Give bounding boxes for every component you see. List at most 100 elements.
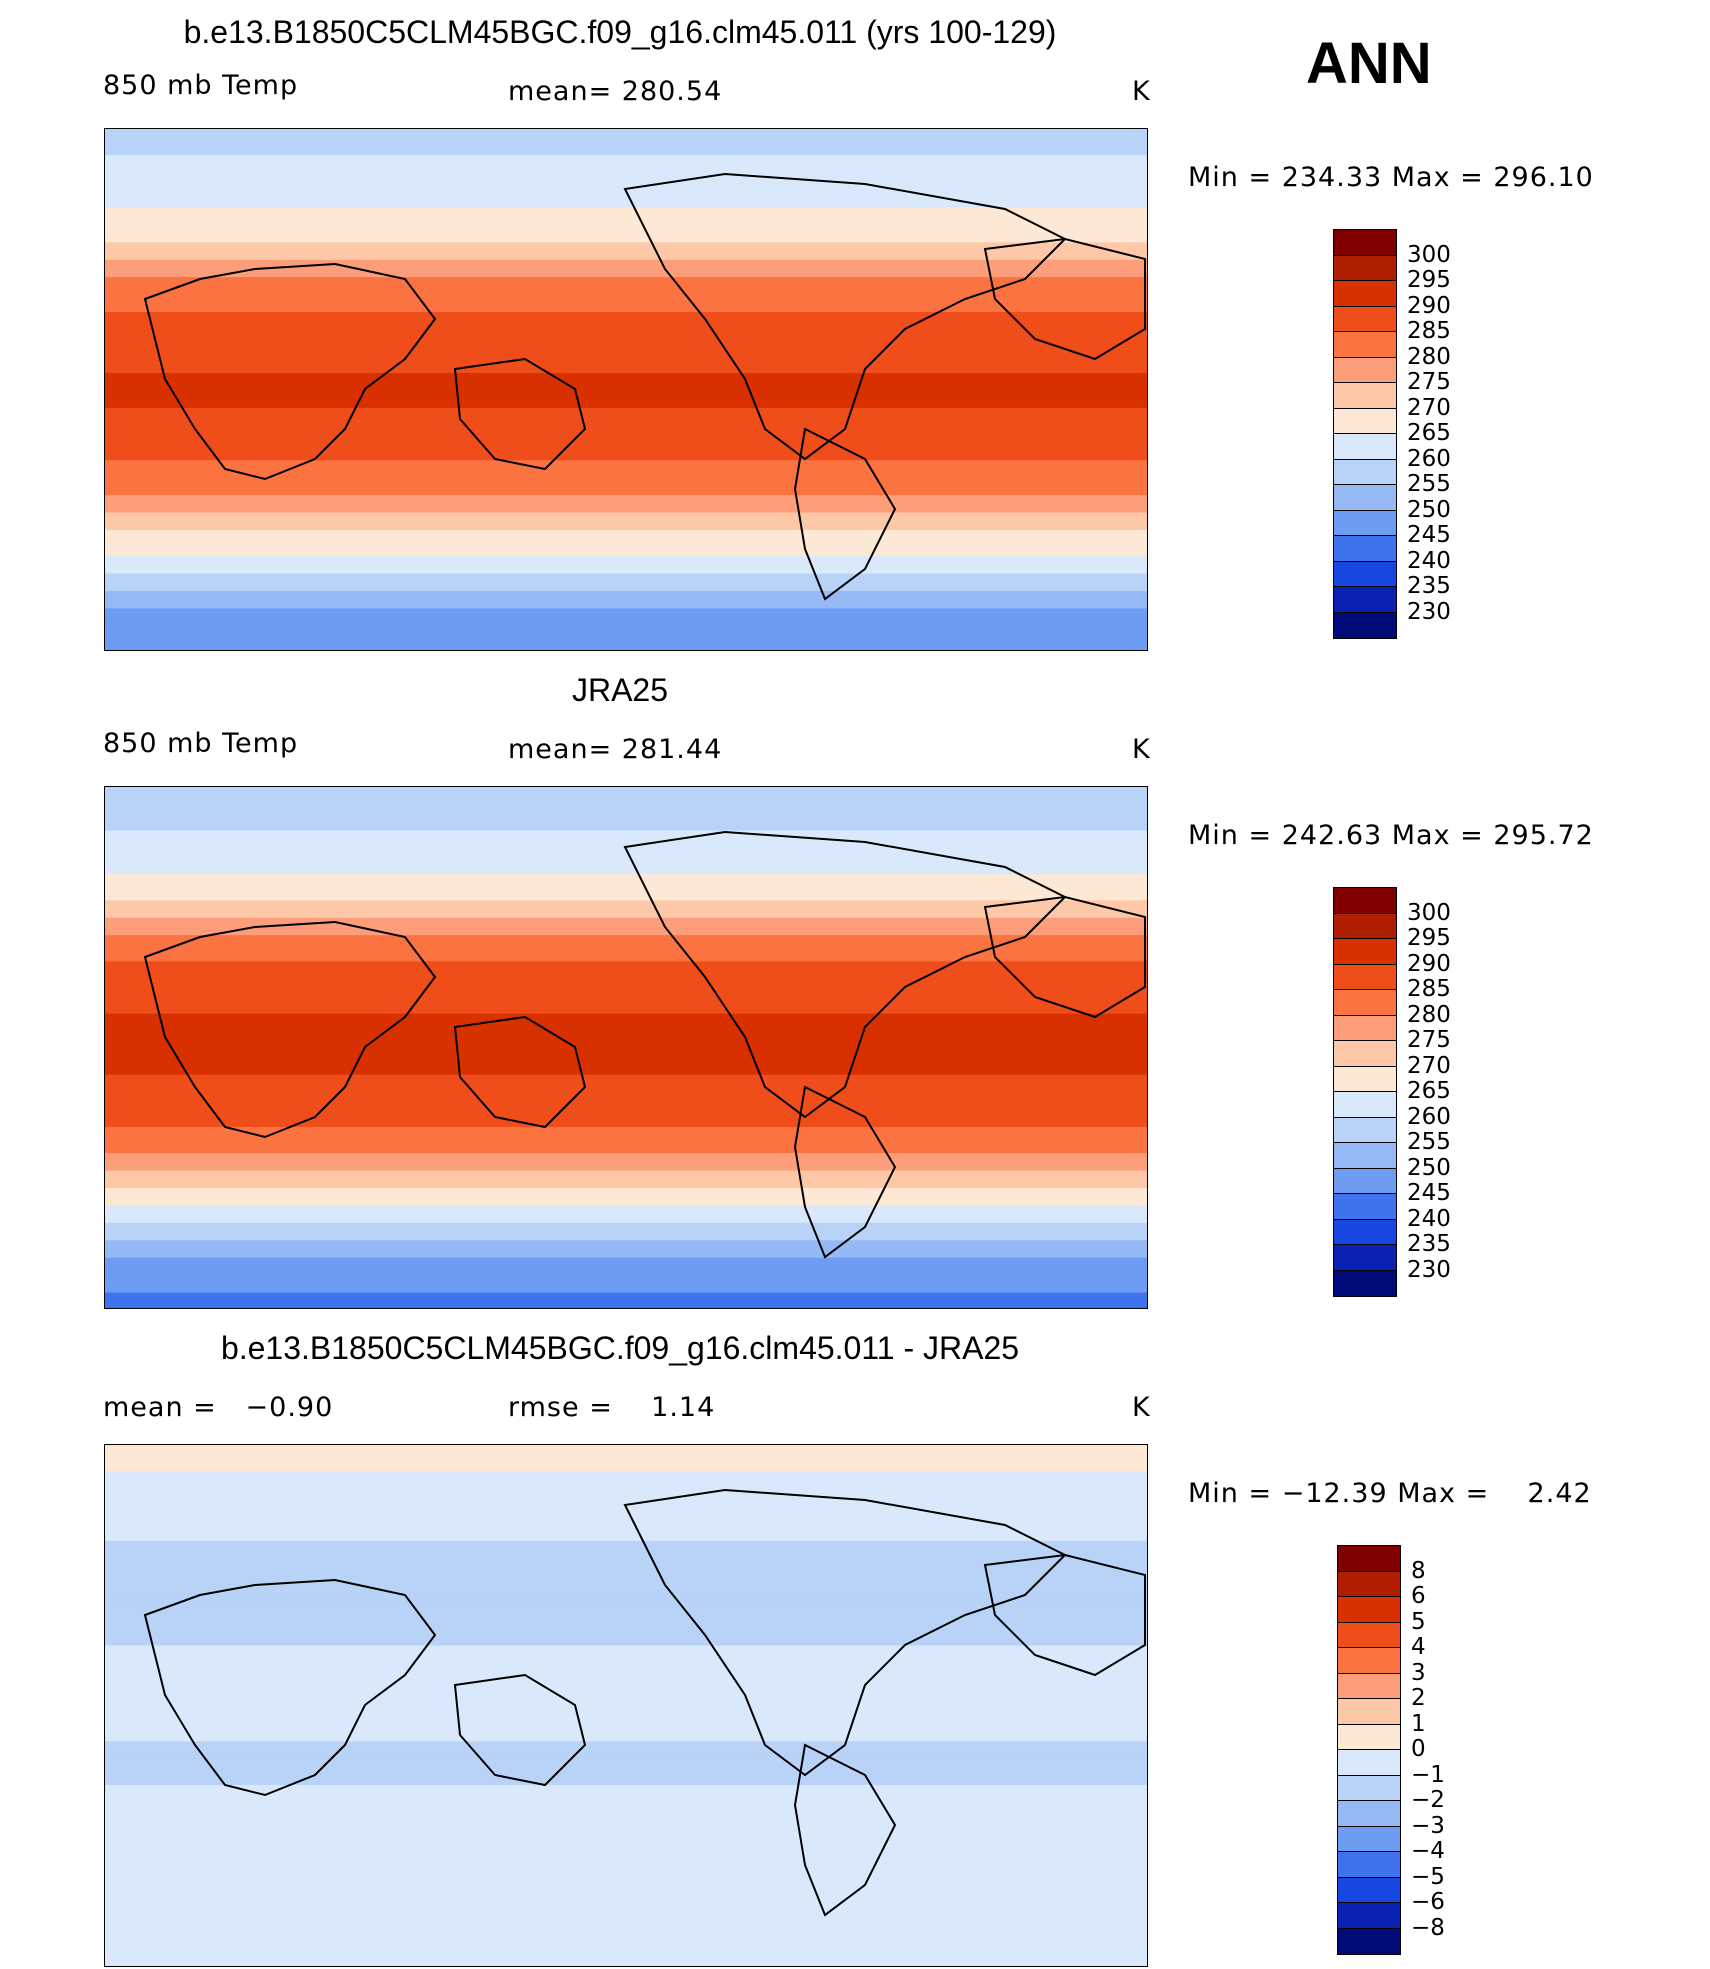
- colorbar-tick-label: 265: [1407, 420, 1451, 446]
- coastline: [623, 172, 1067, 461]
- colorbar-tick-label: 0: [1411, 1736, 1426, 1762]
- colorbar-tick-label: −3: [1411, 1812, 1445, 1839]
- panel2-units-label: K: [1132, 734, 1151, 765]
- map-band: [105, 155, 1147, 165]
- coastline: [453, 357, 587, 471]
- map-band: [105, 1802, 1147, 1812]
- map-band: [105, 874, 1147, 884]
- colorbar-tick-label: 2: [1411, 1685, 1426, 1711]
- map-band: [105, 926, 1147, 936]
- map-band: [105, 1057, 1147, 1067]
- coastline: [793, 1743, 897, 1917]
- map-band: [105, 1784, 1147, 1795]
- map-band: [105, 1540, 1147, 1551]
- colorbar-tick-label: 260: [1407, 445, 1451, 472]
- map-band: [105, 1257, 1147, 1268]
- map-band: [105, 1161, 1147, 1172]
- colorbar-swatch: [1334, 1041, 1396, 1067]
- map-band: [105, 943, 1147, 954]
- colorbar-tick-label: −4: [1411, 1838, 1445, 1864]
- coastline: [143, 920, 437, 1139]
- colorbar-tick-label: 295: [1407, 267, 1451, 293]
- map-band: [105, 207, 1147, 217]
- map-band: [105, 538, 1147, 548]
- map-band: [105, 1549, 1147, 1559]
- colorbar-tick-label: −1: [1411, 1761, 1445, 1788]
- colorbar-tick-label: 245: [1407, 1180, 1451, 1206]
- map-band: [105, 1610, 1147, 1620]
- map-band: [105, 1863, 1147, 1873]
- map-band: [105, 1584, 1147, 1594]
- map-band: [105, 891, 1147, 901]
- map-band: [105, 935, 1147, 945]
- panel2-colorbar: [1333, 887, 1397, 1297]
- colorbar-tick-label: 3: [1411, 1659, 1426, 1686]
- map-band: [105, 599, 1147, 610]
- colorbar-swatch: [1338, 1928, 1400, 1954]
- coastline: [793, 427, 897, 601]
- colorbar-tick-label: 290: [1407, 292, 1451, 319]
- map-band: [105, 1144, 1147, 1154]
- map-band: [105, 425, 1147, 435]
- colorbar-swatch: [1334, 306, 1396, 332]
- map-band: [105, 1135, 1147, 1145]
- panel2-variable-label: 850 mb Temp: [103, 728, 299, 759]
- map-band: [105, 1196, 1147, 1206]
- map-band: [105, 233, 1147, 243]
- map-band: [105, 137, 1147, 148]
- map-band: [105, 978, 1147, 989]
- map-band: [105, 795, 1147, 806]
- map-band: [105, 917, 1147, 928]
- map-band: [105, 251, 1147, 261]
- panel2-map: [104, 786, 1148, 1309]
- map-band: [105, 1680, 1147, 1690]
- map-band: [105, 268, 1147, 278]
- map-band: [105, 813, 1147, 823]
- map-band: [105, 1048, 1147, 1058]
- colorbar-swatch: [1334, 939, 1396, 965]
- panel2-minmax: Min = 242.63 Max = 295.72: [1188, 820, 1594, 851]
- map-band: [105, 1022, 1147, 1032]
- panel1-title: b.e13.B1850C5CLM45BGC.f09_g16.clm45.011 …: [183, 14, 1057, 50]
- panel3-units-label: K: [1132, 1392, 1151, 1423]
- map-band: [105, 1092, 1147, 1102]
- map-band: [105, 1619, 1147, 1629]
- map-band: [105, 521, 1147, 531]
- colorbar-swatch: [1334, 434, 1396, 460]
- colorbar-tick-label: 250: [1407, 1154, 1451, 1181]
- map-band: [105, 1170, 1147, 1180]
- map-band: [105, 1828, 1147, 1838]
- map-band: [105, 1039, 1147, 1050]
- colorbar-tick-label: 280: [1407, 1001, 1451, 1028]
- map-band: [105, 1231, 1147, 1241]
- colorbar-tick-label: 290: [1407, 950, 1451, 977]
- coastline: [793, 1085, 897, 1259]
- map-band: [105, 1837, 1147, 1847]
- map-band: [105, 486, 1147, 496]
- colorbar-swatch: [1334, 964, 1396, 990]
- map-band: [105, 1497, 1147, 1507]
- colorbar-swatch: [1334, 1219, 1396, 1245]
- map-band: [105, 1915, 1147, 1926]
- colorbar-swatch: [1334, 1117, 1396, 1143]
- map-band: [105, 1671, 1147, 1681]
- colorbar-tick-label: 275: [1407, 1027, 1451, 1053]
- map-band: [105, 320, 1147, 331]
- colorbar-swatch: [1334, 357, 1396, 383]
- map-band: [105, 882, 1147, 893]
- map-band: [105, 1880, 1147, 1891]
- map-band: [105, 1222, 1147, 1233]
- colorbar-swatch: [1338, 1597, 1400, 1623]
- colorbar-swatch: [1334, 230, 1396, 256]
- panel1-map-field: [105, 129, 1147, 650]
- map-band: [105, 1523, 1147, 1533]
- map-band: [105, 573, 1147, 583]
- colorbar-swatch: [1334, 1092, 1396, 1118]
- map-band: [105, 821, 1147, 832]
- map-band: [105, 407, 1147, 418]
- colorbar-swatch: [1334, 1194, 1396, 1220]
- map-band: [105, 1645, 1147, 1655]
- map-band: [105, 190, 1147, 200]
- colorbar-swatch: [1334, 383, 1396, 409]
- coastline: [453, 1673, 587, 1787]
